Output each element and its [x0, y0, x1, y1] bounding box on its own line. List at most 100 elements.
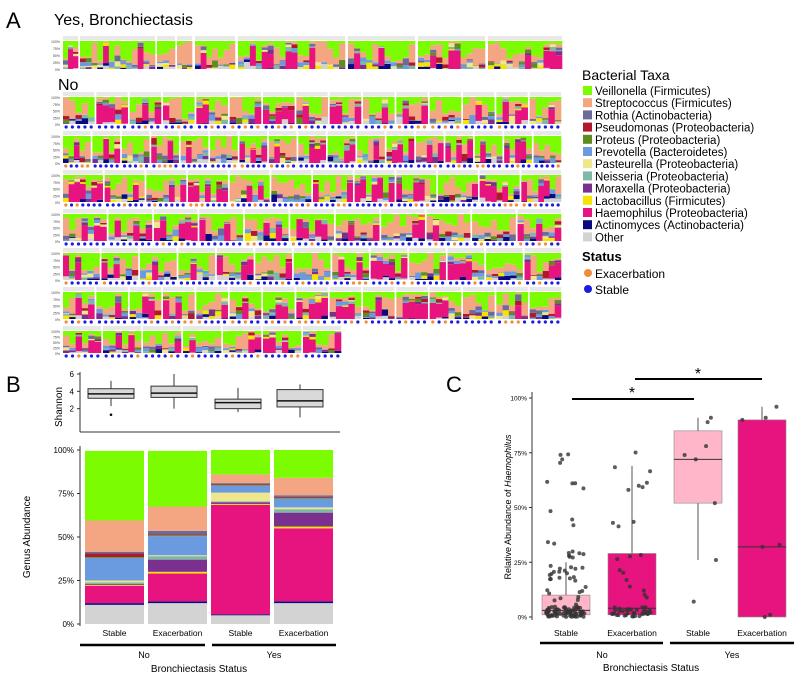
mini-bar-segment	[412, 220, 419, 224]
mini-status-dot	[310, 125, 314, 129]
mini-status-dot	[286, 164, 290, 168]
mini-bar-segment	[75, 115, 83, 119]
mini-bar-segment	[263, 197, 270, 200]
mini-bar-segment	[369, 115, 376, 117]
mini-bar-segment	[324, 268, 331, 271]
mini-status-dot	[177, 125, 181, 129]
mini-bar-segment	[503, 236, 510, 241]
mini-bar-segment	[296, 117, 303, 124]
mini-bar-segment	[257, 232, 264, 236]
mini-subject-panel	[183, 326, 222, 358]
mini-bar-segment	[127, 214, 134, 220]
mini-bar-segment	[142, 97, 149, 99]
mini-status-dot	[539, 203, 543, 207]
mini-bar-segment	[166, 235, 173, 238]
mini-bar-segment	[327, 136, 334, 155]
mini-subject-panel	[199, 209, 244, 246]
mini-bar-segment	[268, 136, 275, 142]
mini-bar-segment	[302, 214, 310, 220]
mini-bar-segment	[108, 214, 115, 234]
mini-bar-segment	[199, 218, 206, 220]
mini-bar-segment	[275, 292, 283, 297]
mini-status-dot	[473, 203, 477, 207]
mini-bar-segment	[145, 220, 153, 224]
mini-bar-segment	[466, 67, 474, 69]
mini-bar-segment	[134, 352, 142, 353]
mini-bar-segment	[460, 191, 467, 196]
mini-bar-segment	[494, 42, 501, 64]
mini-bar-segment	[368, 160, 374, 163]
mini-bar-segment	[267, 68, 274, 69]
mini-bar-segment	[430, 41, 437, 46]
mini-bar-segment	[223, 66, 230, 69]
mini-status-dot	[70, 281, 74, 285]
mini-status-dot	[150, 354, 155, 358]
mini-bar-segment	[518, 64, 526, 68]
mini-bar-segment	[504, 271, 511, 276]
mini-bar-segment	[88, 295, 95, 299]
mini-bar-segment	[229, 312, 237, 314]
mini-bar-segment	[202, 304, 210, 310]
mini-bar-segment	[366, 194, 372, 197]
mini-bar-segment	[354, 185, 361, 202]
mini-bar-segment	[305, 274, 313, 276]
mini-bar-segment	[246, 175, 253, 181]
mini-bar-segment	[312, 274, 319, 280]
mini-bar-segment	[324, 194, 331, 197]
mini-bar-segment	[120, 239, 128, 241]
mini-bar-segment	[349, 141, 356, 145]
mini-status-dot	[180, 242, 184, 246]
mini-tick-label: 100%	[51, 135, 60, 139]
mini-status-dot	[414, 203, 418, 207]
mini-bar-segment	[433, 268, 440, 274]
mini-bar-segment	[93, 273, 100, 278]
mini-bar-segment	[81, 273, 88, 275]
mini-bar-segment	[63, 313, 70, 315]
mini-bar-segment	[188, 97, 195, 113]
mini-bar-segment	[525, 49, 532, 54]
mini-bar-segment	[354, 314, 362, 317]
mini-bar-segment	[454, 120, 462, 124]
mini-status-dot	[216, 354, 220, 358]
mini-bar-segment	[424, 195, 431, 199]
haem-box	[607, 450, 657, 619]
haemophilus-boxplot: 0%25%50%75%100%Stable Exacerbation Stable E…	[510, 366, 794, 660]
mini-bar-segment	[450, 160, 457, 163]
mini-bar-segment	[81, 274, 88, 278]
mini-bar-segment	[308, 234, 316, 236]
mini-bar-segment	[496, 156, 503, 159]
mini-bar-segment	[548, 260, 556, 262]
mini-bar-segment	[408, 136, 415, 139]
mini-status-dot	[159, 281, 163, 285]
mini-bar-segment	[472, 234, 479, 238]
mini-status-dot	[389, 125, 393, 129]
mini-bar-segment	[321, 97, 328, 117]
mini-bar-segment	[537, 66, 544, 69]
mini-subject-strip	[255, 248, 292, 252]
mini-bar-segment	[242, 97, 249, 111]
mini-bar-segment	[191, 227, 198, 241]
mini-bar-segment	[241, 190, 247, 195]
mini-bar-segment	[205, 184, 211, 187]
mini-bar-segment	[137, 48, 144, 69]
mini-bar-segment	[419, 184, 425, 201]
mini-status-dot	[516, 125, 520, 129]
mini-bar-segment	[432, 218, 440, 221]
mini-bar-segment	[454, 317, 462, 319]
mini-bar-segment	[498, 253, 505, 268]
mini-status-dot	[283, 203, 288, 207]
mini-subject-panel	[63, 287, 95, 324]
mini-bar-segment	[244, 161, 251, 163]
mini-status-dot	[301, 281, 305, 285]
mini-bar-segment	[518, 61, 526, 63]
mini-bar-segment	[312, 268, 319, 272]
mini-bar-segment	[542, 309, 549, 313]
mini-status-dot	[230, 354, 235, 358]
mini-bar-segment	[513, 175, 520, 186]
mini-bar-segment	[303, 333, 310, 336]
mini-bar-segment	[502, 101, 510, 122]
mini-status-dot	[322, 242, 327, 246]
mini-subject-panel	[429, 287, 462, 324]
mini-bar-segment	[466, 196, 473, 199]
mini-bar-segment	[285, 159, 292, 163]
